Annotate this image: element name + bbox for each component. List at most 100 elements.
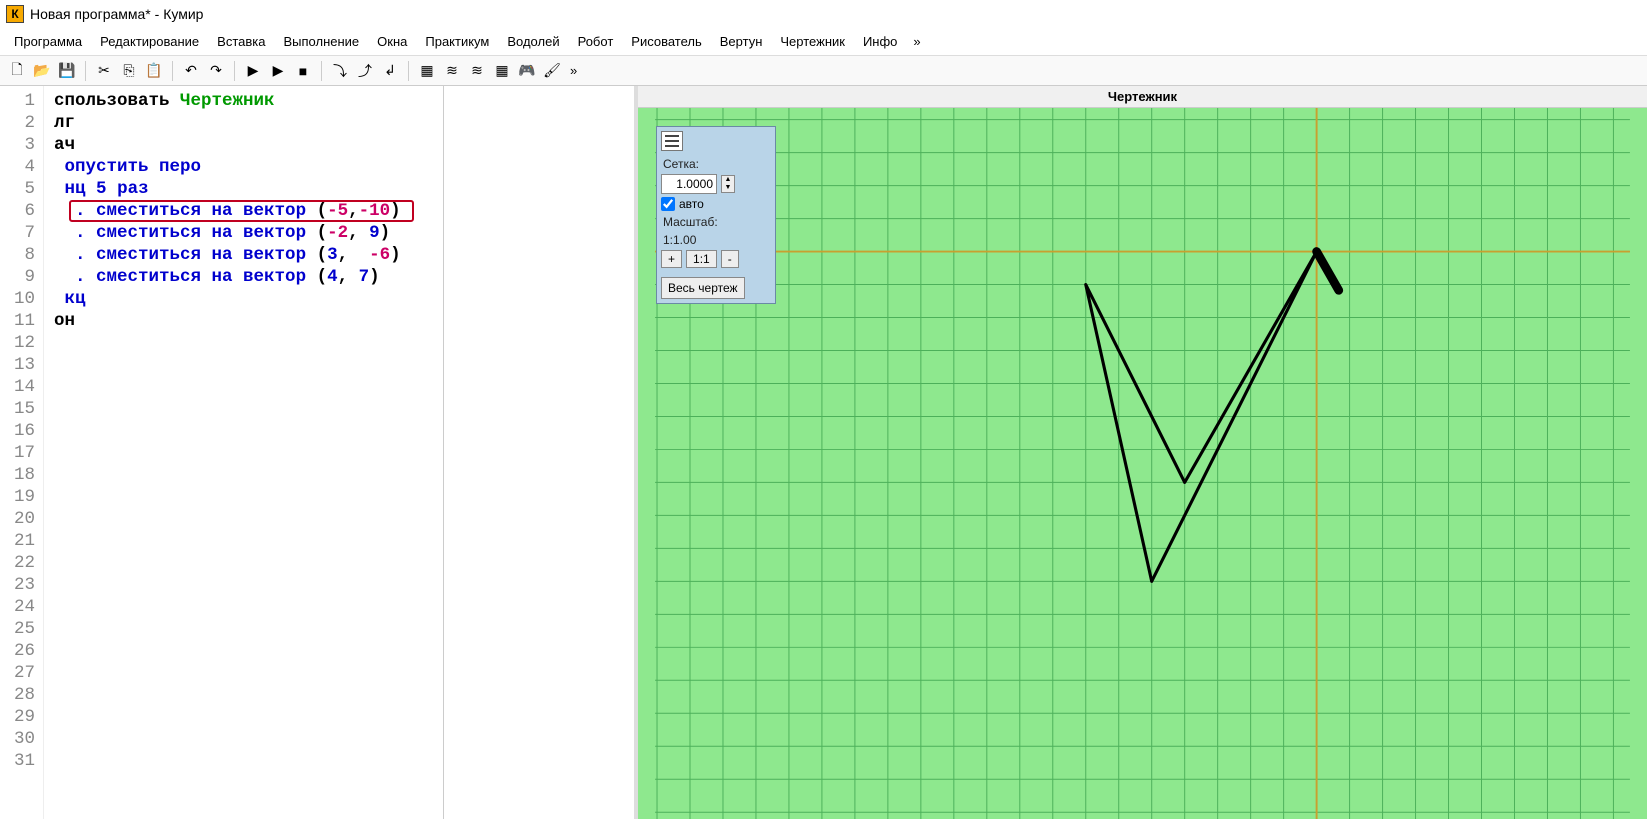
grid-label: Сетка:	[663, 157, 771, 171]
menu-item-вставка[interactable]: Вставка	[209, 30, 273, 53]
line-number: 23	[0, 574, 43, 596]
line-number: 13	[0, 354, 43, 376]
code-line[interactable]: . сместиться на вектор (-5,-10)	[54, 200, 443, 222]
toolbar-separator	[234, 61, 235, 81]
line-number: 16	[0, 420, 43, 442]
main: 1234567891011121314151617181920212223242…	[0, 86, 1647, 819]
step-out-icon[interactable]: ⤴	[354, 60, 376, 82]
cut-icon[interactable]: ✂	[93, 60, 115, 82]
app-icon: К	[6, 5, 24, 23]
menu-item-вертун[interactable]: Вертун	[712, 30, 771, 53]
line-number: 17	[0, 442, 43, 464]
line-number: 14	[0, 376, 43, 398]
editor-side-panel	[444, 86, 634, 819]
canvas-wrap: Сетка: ▲▼ авто Масштаб: 1:1.00 + 1:1 - В…	[638, 108, 1647, 819]
canvas-title: Чертежник	[638, 86, 1647, 108]
line-number: 22	[0, 552, 43, 574]
code-line[interactable]: . сместиться на вектор (4, 7)	[54, 266, 443, 288]
cursor-icon[interactable]: ↲	[379, 60, 401, 82]
menu-item-выполнение[interactable]: Выполнение	[275, 30, 367, 53]
menu-overflow-icon[interactable]: »	[907, 30, 926, 53]
stop-icon[interactable]: ■	[292, 60, 314, 82]
line-number: 11	[0, 310, 43, 332]
menu-item-водолей[interactable]: Водолей	[499, 30, 567, 53]
grid-value-input[interactable]	[661, 174, 717, 194]
menu-item-практикум[interactable]: Практикум	[417, 30, 497, 53]
menu-item-робот[interactable]: Робот	[570, 30, 622, 53]
code-line[interactable]: . сместиться на вектор (-2, 9)	[54, 222, 443, 244]
line-number: 5	[0, 178, 43, 200]
code-line[interactable]: кц	[54, 288, 443, 310]
code-line[interactable]: нц 5 раз	[54, 178, 443, 200]
line-number: 29	[0, 706, 43, 728]
toolbar-separator	[321, 61, 322, 81]
toolbar-separator	[172, 61, 173, 81]
line-number: 7	[0, 222, 43, 244]
code-line[interactable]: опустить перо	[54, 156, 443, 178]
code-line[interactable]: лг	[54, 112, 443, 134]
fit-all-button[interactable]: Весь чертеж	[661, 277, 745, 299]
menu-item-чертежник[interactable]: Чертежник	[772, 30, 853, 53]
line-number: 25	[0, 618, 43, 640]
zoom-out-button[interactable]: -	[721, 250, 739, 268]
line-number: 1	[0, 90, 43, 112]
step-into-icon[interactable]: ⤵	[329, 60, 351, 82]
waves1-icon[interactable]: ≋	[441, 60, 463, 82]
titlebar: К Новая программа* - Кумир	[0, 0, 1647, 28]
save-icon[interactable]: 💾	[56, 60, 78, 82]
spin-up-icon[interactable]: ▲	[722, 176, 734, 184]
grid-spinner[interactable]: ▲▼	[721, 175, 735, 193]
spin-down-icon[interactable]: ▼	[722, 184, 734, 192]
canvas-control-panel: Сетка: ▲▼ авто Масштаб: 1:1.00 + 1:1 - В…	[656, 126, 776, 304]
canvas-pane: Чертежник Сетка: ▲▼ авто Масштаб: 1:1.00…	[638, 86, 1647, 819]
menu-item-программа[interactable]: Программа	[6, 30, 90, 53]
open-icon[interactable]: 📂	[31, 60, 53, 82]
brush-icon[interactable]: 🖌	[541, 60, 563, 82]
line-number: 10	[0, 288, 43, 310]
window-title: Новая программа* - Кумир	[30, 6, 203, 22]
zoom-reset-button[interactable]: 1:1	[686, 250, 717, 268]
code-line[interactable]: спользовать Чертежник	[54, 90, 443, 112]
line-number: 28	[0, 684, 43, 706]
line-gutter: 1234567891011121314151617181920212223242…	[0, 86, 44, 819]
undo-icon[interactable]: ↶	[180, 60, 202, 82]
auto-checkbox[interactable]	[661, 197, 675, 211]
redo-icon[interactable]: ↷	[205, 60, 227, 82]
drawing-canvas	[638, 108, 1647, 819]
menubar: ПрограммаРедактированиеВставкаВыполнение…	[0, 28, 1647, 56]
code-line[interactable]: ач	[54, 134, 443, 156]
line-number: 12	[0, 332, 43, 354]
line-number: 21	[0, 530, 43, 552]
waves2-icon[interactable]: ≋	[466, 60, 488, 82]
line-number: 26	[0, 640, 43, 662]
editor-pane: 1234567891011121314151617181920212223242…	[0, 86, 638, 819]
gamepad-icon[interactable]: 🎮	[516, 60, 538, 82]
menu-item-редактирование[interactable]: Редактирование	[92, 30, 207, 53]
code-area[interactable]: спользовать Чертежниклгач опустить перо …	[44, 86, 444, 819]
line-number: 6	[0, 200, 43, 222]
code-line[interactable]: . сместиться на вектор (3, -6)	[54, 244, 443, 266]
menu-item-рисователь[interactable]: Рисователь	[623, 30, 709, 53]
toolbar-separator	[408, 61, 409, 81]
line-number: 27	[0, 662, 43, 684]
menu-item-инфо[interactable]: Инфо	[855, 30, 905, 53]
run-icon[interactable]: ▶	[242, 60, 264, 82]
line-number: 15	[0, 398, 43, 420]
toolbar-overflow-icon[interactable]: »	[566, 63, 581, 78]
line-number: 31	[0, 750, 43, 772]
grid-num-icon[interactable]: ▦	[416, 60, 438, 82]
grid-icon[interactable]: ▦	[491, 60, 513, 82]
paste-icon[interactable]: 📋	[143, 60, 165, 82]
auto-label: авто	[679, 197, 704, 211]
line-number: 9	[0, 266, 43, 288]
code-line[interactable]: он	[54, 310, 443, 332]
panel-menu-icon[interactable]	[661, 131, 683, 151]
zoom-in-button[interactable]: +	[661, 250, 682, 268]
new-icon[interactable]: 🗋	[6, 60, 28, 82]
menu-item-окна[interactable]: Окна	[369, 30, 415, 53]
run-step-icon[interactable]: ▶	[267, 60, 289, 82]
line-number: 30	[0, 728, 43, 750]
line-number: 3	[0, 134, 43, 156]
copy-icon[interactable]: ⎘	[118, 60, 140, 82]
line-number: 2	[0, 112, 43, 134]
